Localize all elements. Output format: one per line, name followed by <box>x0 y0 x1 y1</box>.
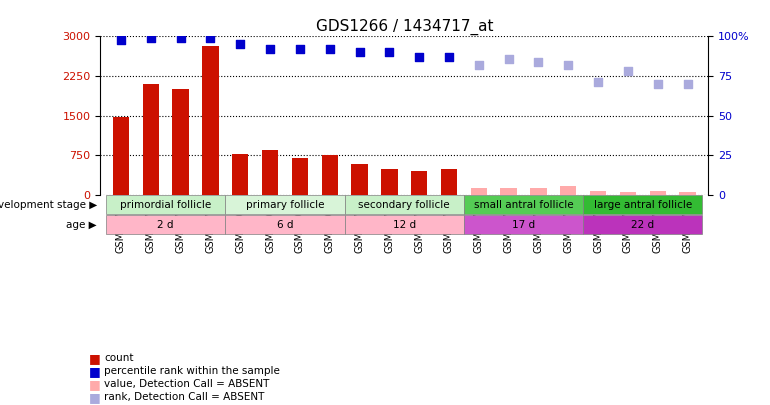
Bar <box>583 215 702 234</box>
Bar <box>142 84 159 195</box>
Text: 2 d: 2 d <box>157 220 174 230</box>
Bar <box>345 195 464 214</box>
Point <box>204 35 216 41</box>
Bar <box>106 215 226 234</box>
Point <box>503 55 515 62</box>
Text: secondary follicle: secondary follicle <box>359 200 450 210</box>
Text: ■: ■ <box>89 352 100 365</box>
Bar <box>345 215 464 234</box>
Text: percentile rank within the sample: percentile rank within the sample <box>104 367 280 376</box>
Text: count: count <box>104 354 133 363</box>
Bar <box>292 158 308 195</box>
Point <box>651 81 664 87</box>
Bar <box>531 188 547 195</box>
Text: ■: ■ <box>89 378 100 391</box>
Title: GDS1266 / 1434717_at: GDS1266 / 1434717_at <box>316 19 493 35</box>
Bar <box>262 150 278 195</box>
Text: 22 d: 22 d <box>631 220 654 230</box>
Bar <box>464 215 583 234</box>
Point <box>473 62 485 68</box>
Point <box>383 49 396 55</box>
Text: 6 d: 6 d <box>276 220 293 230</box>
Text: 17 d: 17 d <box>512 220 535 230</box>
Text: primary follicle: primary follicle <box>246 200 324 210</box>
Text: small antral follicle: small antral follicle <box>474 200 574 210</box>
Bar <box>560 186 577 195</box>
Bar <box>232 154 249 195</box>
Point <box>353 49 366 55</box>
Bar <box>106 195 226 214</box>
Point <box>443 54 455 60</box>
Point <box>532 59 544 65</box>
Bar <box>679 192 696 195</box>
Point <box>592 79 604 85</box>
Bar <box>226 215 345 234</box>
Point <box>413 54 425 60</box>
Text: ■: ■ <box>89 365 100 378</box>
Bar <box>650 191 666 195</box>
Text: ■: ■ <box>89 391 100 404</box>
Point <box>562 62 574 68</box>
Point <box>293 46 306 52</box>
Bar <box>112 117 129 195</box>
Text: 12 d: 12 d <box>393 220 416 230</box>
Bar <box>590 191 606 195</box>
Point <box>115 36 127 43</box>
Point <box>621 68 634 75</box>
Point <box>175 35 187 41</box>
Text: rank, Detection Call = ABSENT: rank, Detection Call = ABSENT <box>104 392 264 402</box>
Bar <box>464 195 583 214</box>
Bar <box>381 169 397 195</box>
Point <box>264 46 276 52</box>
Bar <box>620 192 636 195</box>
Bar <box>226 195 345 214</box>
Text: value, Detection Call = ABSENT: value, Detection Call = ABSENT <box>104 379 270 389</box>
Bar <box>583 195 702 214</box>
Bar <box>470 188 487 195</box>
Bar <box>440 169 457 195</box>
Bar <box>322 155 338 195</box>
Point <box>145 35 157 41</box>
Text: development stage ▶: development stage ▶ <box>0 200 97 210</box>
Text: age ▶: age ▶ <box>66 220 97 230</box>
Bar <box>203 46 219 195</box>
Bar <box>411 171 427 195</box>
Point <box>234 41 246 48</box>
Point <box>681 81 694 87</box>
Point <box>323 46 336 52</box>
Bar <box>500 188 517 195</box>
Text: primordial follicle: primordial follicle <box>120 200 211 210</box>
Text: large antral follicle: large antral follicle <box>594 200 692 210</box>
Bar <box>172 89 189 195</box>
Bar <box>351 164 368 195</box>
